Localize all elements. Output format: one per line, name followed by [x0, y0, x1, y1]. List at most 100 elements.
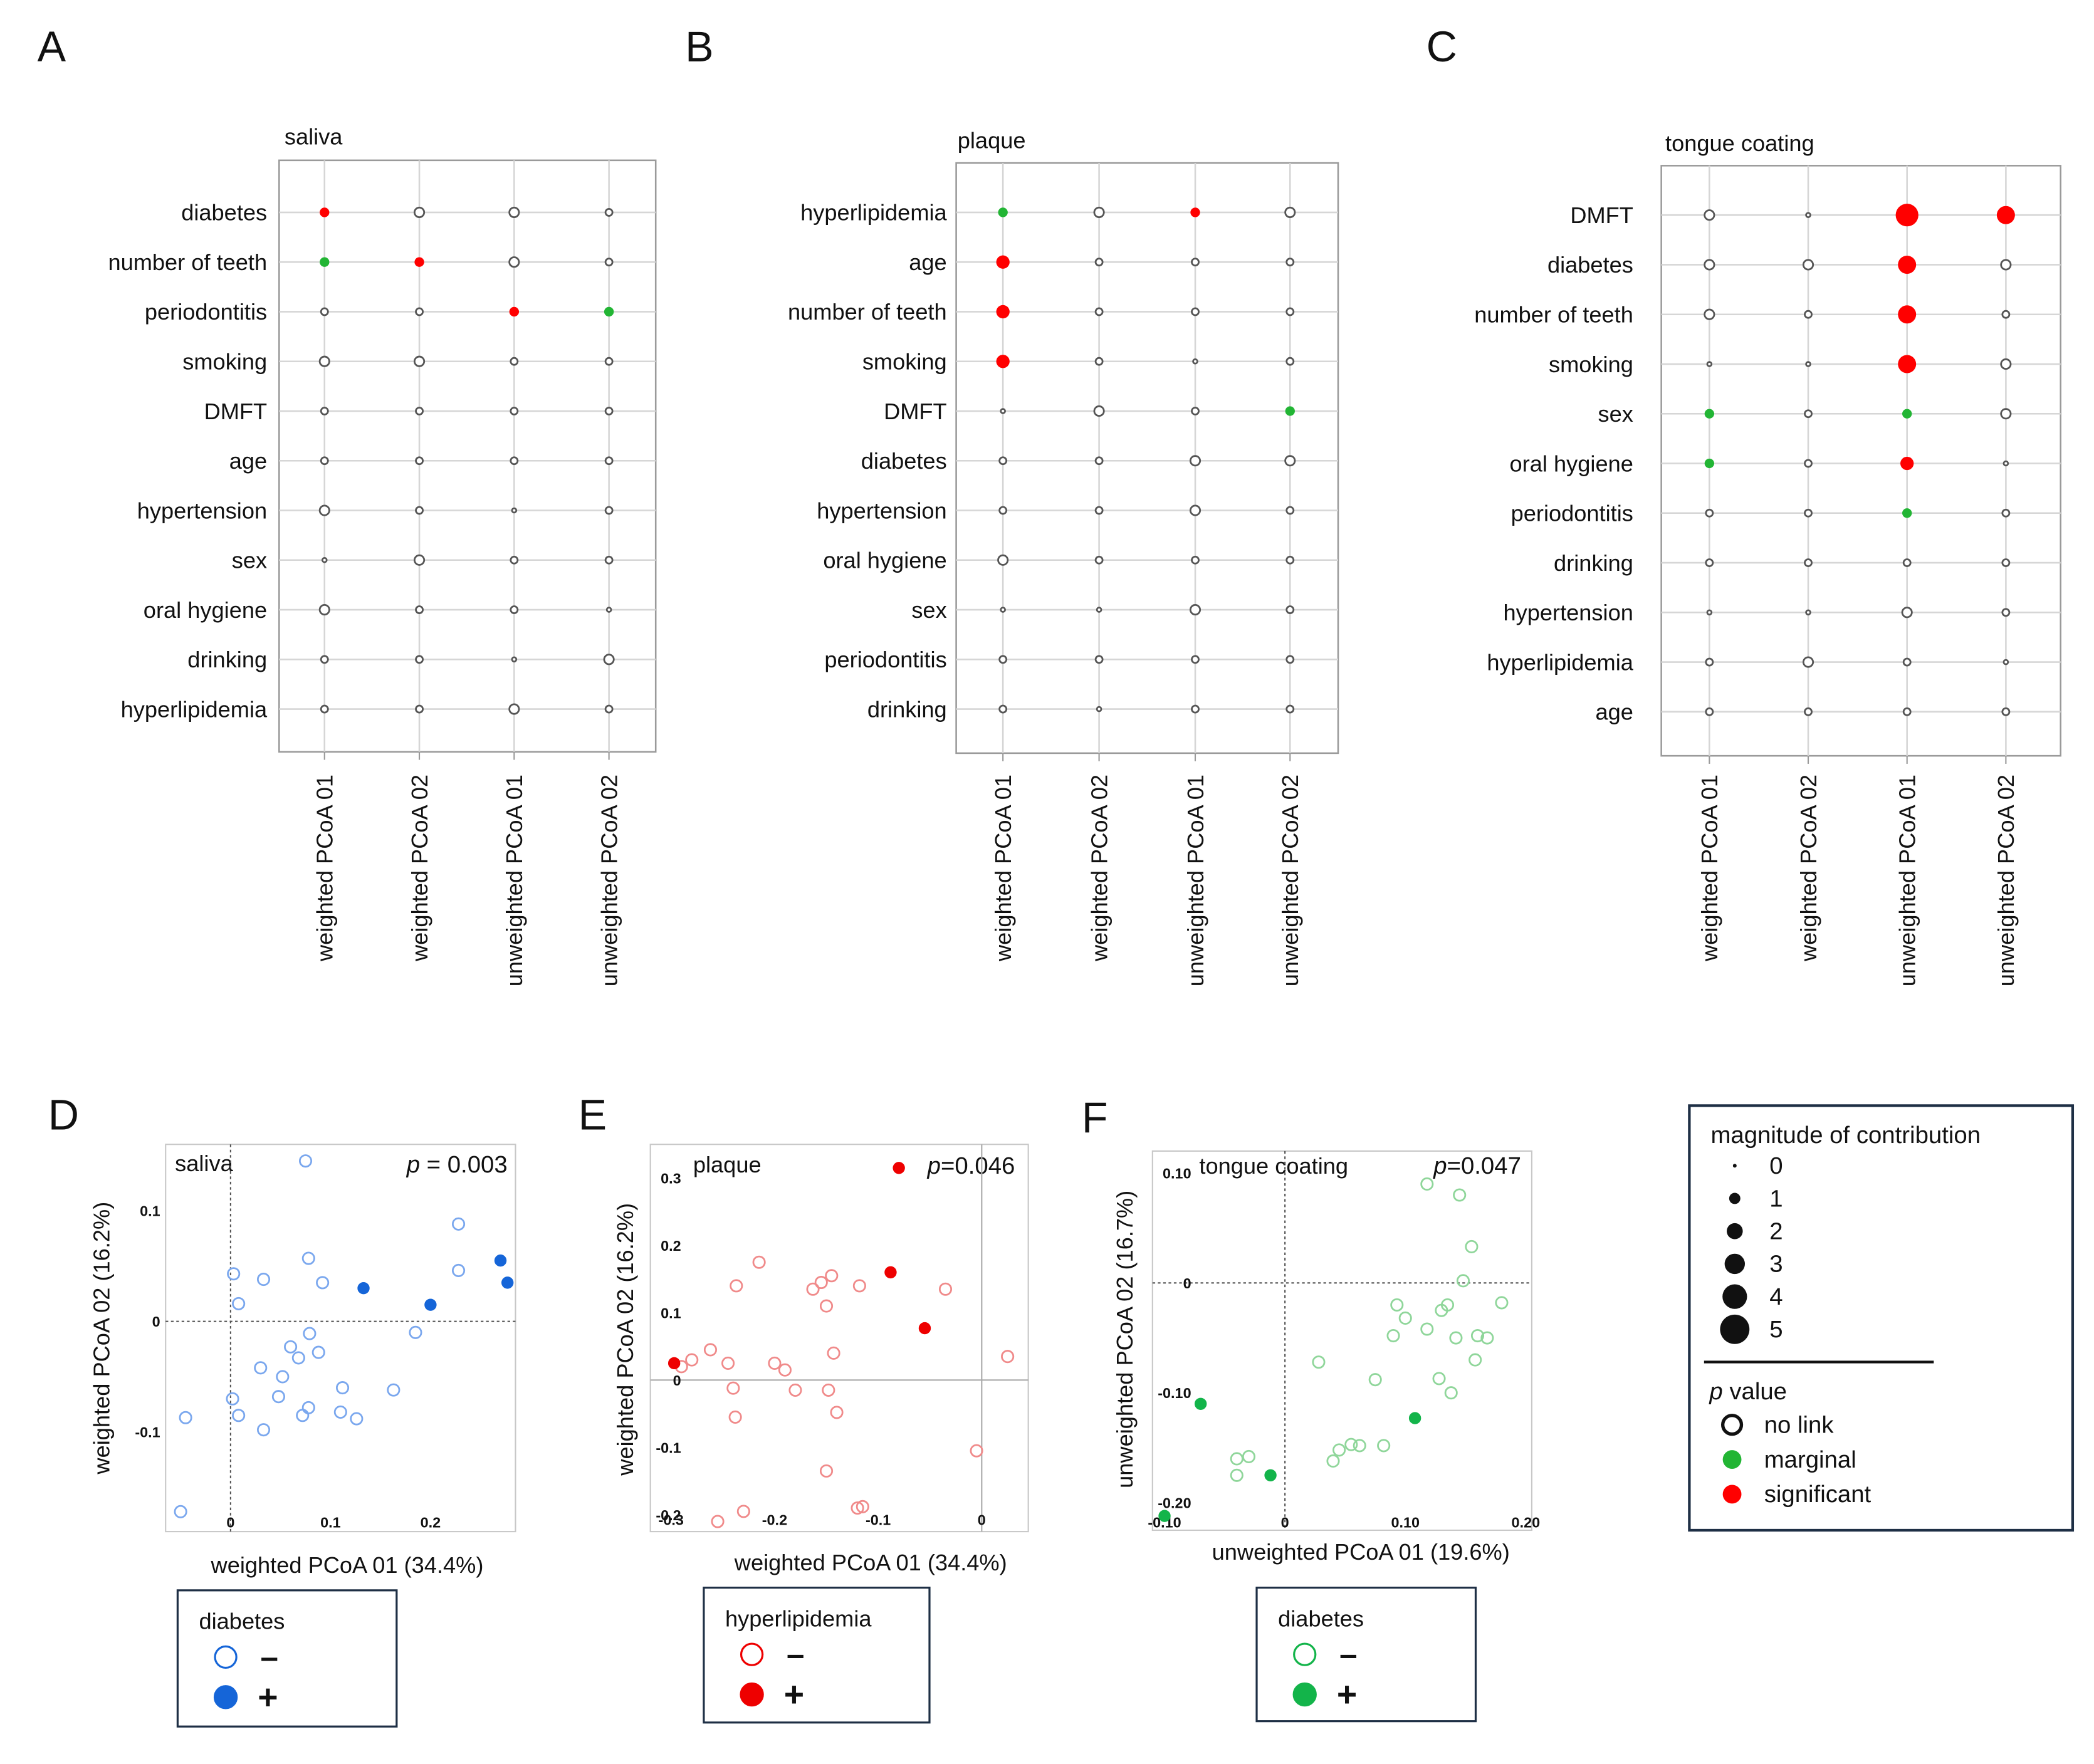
- dot-number-of-teeth-col4: [604, 258, 614, 267]
- point-negative: [301, 1251, 315, 1265]
- dot-hyperlipidemia-col4: [1284, 206, 1296, 218]
- point-negative: [333, 1405, 347, 1419]
- point-negative: [1242, 1449, 1256, 1464]
- dot-drinking-col3: [1902, 558, 1912, 567]
- row-label-diabetes: diabetes: [1547, 252, 1633, 278]
- y-tick-label: -0.1: [135, 1424, 160, 1441]
- dot-sex-col2: [1804, 409, 1813, 419]
- legend-pvalue-label: significant: [1764, 1481, 1872, 1508]
- row-label-sex: sex: [1598, 401, 1633, 427]
- y-tick-label: 0.1: [140, 1203, 160, 1219]
- group-legend: hyperlipidemia –+: [703, 1586, 931, 1724]
- dot-dmft-col1: [1000, 408, 1006, 414]
- point-positive: [357, 1282, 370, 1295]
- point-negative: [1444, 1386, 1458, 1400]
- dot-age-col3: [510, 456, 519, 466]
- point-negative: [730, 1279, 743, 1293]
- legend-open-circle-icon: [740, 1642, 764, 1666]
- dot-hypertension-col4: [1285, 506, 1295, 515]
- point-negative: [819, 1464, 834, 1478]
- point-positive: [918, 1322, 931, 1335]
- row-label-dmft: DMFT: [884, 399, 947, 424]
- x-tick-label: -0.1: [866, 1511, 891, 1528]
- panel-title: tongue coating: [1665, 130, 1814, 156]
- p-value-text: p=0.047: [1433, 1152, 1521, 1179]
- legend-filled-circle-icon: [213, 1685, 238, 1709]
- dot-drinking-col4: [603, 654, 615, 665]
- dot-sex-col2: [413, 554, 426, 566]
- legend-negative-label: –: [787, 1636, 804, 1672]
- panel-b-dot-matrix: plaque weighted PCoA 01 weighted PCoA 02 un…: [788, 128, 1339, 986]
- dot-dmft-col1: [320, 407, 329, 415]
- point-negative: [226, 1392, 239, 1406]
- row-label-sex: sex: [911, 597, 946, 623]
- dot-drinking-col1: [320, 655, 329, 664]
- dot-dmft-col4: [604, 407, 614, 415]
- p-symbol: p: [1433, 1152, 1447, 1179]
- dot-periodontitis-col3: [509, 306, 520, 317]
- legend-size-label: 2: [1769, 1218, 1783, 1245]
- p-value-text: p=0.046: [927, 1152, 1015, 1179]
- y-axis-label: weighted PCoA 02 (16.2%): [612, 1203, 638, 1476]
- point-positive: [1408, 1412, 1421, 1424]
- row-label-periodontitis: periodontitis: [1511, 501, 1633, 526]
- plot-frame: [955, 162, 1339, 754]
- dot-sex-col4: [1285, 605, 1295, 614]
- point-negative: [1368, 1373, 1382, 1387]
- row-label-hyperlipidemia: hyperlipidemia: [800, 200, 947, 226]
- dot-diabetes-col4: [2000, 259, 2012, 271]
- point-negative: [1230, 1452, 1243, 1466]
- x-tick-label: 0.1: [320, 1515, 341, 1531]
- dot-periodontitis-col1: [998, 655, 1008, 664]
- row-label-oral-hygiene: oral hygiene: [1510, 451, 1633, 476]
- point-negative: [232, 1409, 246, 1422]
- dot-oral-hygiene-col1: [318, 603, 330, 616]
- group-legend-title: diabetes: [199, 1609, 285, 1634]
- point-negative: [788, 1383, 802, 1397]
- dot-periodontitis-col3: [1902, 508, 1912, 518]
- column-label: unweighted PCoA 01: [501, 775, 527, 986]
- row-label-number-of-teeth: number of teeth: [1474, 302, 1633, 328]
- dot-drinking-col2: [1804, 558, 1813, 567]
- panel-letter-c: C: [1427, 23, 1457, 71]
- legend-size-label: 3: [1769, 1251, 1783, 1278]
- point-negative: [1398, 1311, 1412, 1325]
- point-negative: [1230, 1468, 1243, 1482]
- dot-oral-hygiene-col3: [510, 605, 519, 614]
- dot-drinking-col2: [1096, 706, 1102, 712]
- legend-size-label: 0: [1769, 1152, 1783, 1179]
- dot-oral-hygiene-col4: [1285, 555, 1295, 565]
- y-tick-label: 0.3: [661, 1170, 681, 1186]
- point-negative: [291, 1351, 305, 1365]
- row-label-diabetes: diabetes: [181, 200, 267, 226]
- dot-age-col1: [996, 255, 1010, 269]
- legend-filled-circle-icon: [740, 1682, 764, 1707]
- point-negative: [736, 1505, 750, 1518]
- x-tick-label: 0.10: [1391, 1515, 1420, 1531]
- legend-negative-label: –: [1339, 1636, 1357, 1672]
- y-tick-label: 0.1: [661, 1305, 681, 1321]
- y-tick-label: 0.10: [1163, 1165, 1191, 1181]
- point-negative: [271, 1390, 285, 1404]
- row-label-periodontitis: periodontitis: [824, 647, 946, 672]
- point-negative: [254, 1361, 268, 1375]
- legend-size-list: 0 1 2 3 4 5: [1720, 1152, 1783, 1344]
- point-negative: [856, 1500, 869, 1513]
- x-tick-label: 0: [978, 1511, 986, 1528]
- dot-oral-hygiene-col1: [997, 554, 1009, 566]
- panel-title: plaque: [958, 128, 1026, 154]
- dot-hypertension-col2: [1094, 506, 1104, 515]
- point-negative: [726, 1381, 740, 1395]
- dot-age-col3: [1902, 707, 1912, 716]
- dot-periodontitis-col2: [1804, 508, 1813, 518]
- y-axis-label: weighted PCoA 02 (16.2%): [89, 1202, 115, 1475]
- x-tick-label: 0.20: [1512, 1515, 1541, 1531]
- dot-sex-col3: [1902, 409, 1912, 419]
- dot-diabetes-col4: [1284, 455, 1296, 467]
- point-negative: [284, 1340, 298, 1354]
- dot-diabetes-col4: [604, 208, 614, 217]
- point-positive: [1158, 1510, 1171, 1522]
- y-tick-label: 0: [152, 1313, 160, 1330]
- dot-age-col2: [1804, 707, 1813, 716]
- point-negative: [970, 1444, 983, 1458]
